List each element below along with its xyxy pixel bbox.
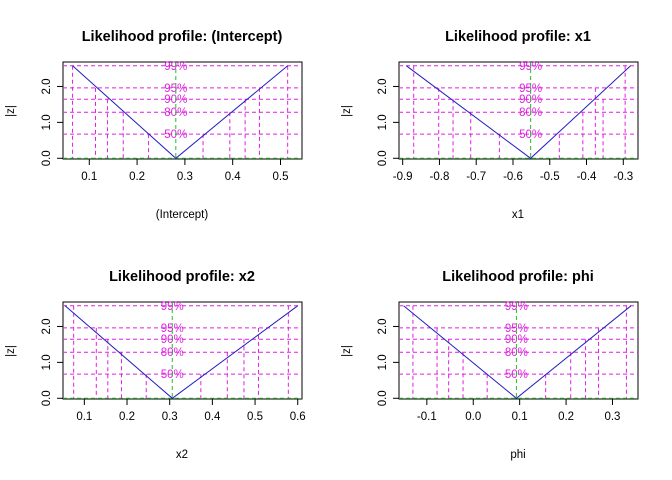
x-tick-label: 0.0: [465, 411, 481, 423]
level-label: 99%: [161, 301, 184, 313]
plot-frame: [62, 61, 303, 160]
x-tick-label: 0.1: [76, 411, 92, 423]
x-tick-label: 0.1: [81, 171, 97, 183]
x-tick-label: 0.5: [272, 171, 288, 183]
x-tick-label: 0.5: [247, 411, 263, 423]
x-tick-label: 0.4: [204, 411, 221, 423]
y-tick-label: 2.0: [377, 318, 389, 334]
y-tick-label: 0.0: [41, 390, 53, 406]
x-tick-label: -0.4: [577, 171, 597, 183]
x-tick-label: -0.6: [503, 171, 523, 183]
panel-title: Likelihood profile: (Intercept): [82, 29, 283, 45]
level-label: 95%: [164, 83, 187, 95]
profile-curve: [403, 305, 632, 399]
level-label: 99%: [505, 301, 528, 313]
y-tick-label: 2.0: [41, 318, 53, 334]
panel-title: Likelihood profile: phi: [442, 269, 593, 285]
x-axis-label: phi: [510, 449, 525, 461]
profile-curve: [406, 65, 631, 159]
plot-area: -0.1 0.0 0.1 0.2 0.30.01.02.099%95%90%80%50%: [377, 301, 639, 423]
x-tick-label: -0.3: [613, 171, 633, 183]
plot-area: -0.9 -0.8 -0.7 -0.6 -0.5 -0.4 -0.3 0.0 1.0 2.0 99%…: [377, 61, 639, 183]
panel-title: Likelihood profile: x2: [109, 269, 255, 285]
x-tick-label: 0.3: [604, 411, 620, 423]
panel-title: Likelihood profile: x1: [445, 29, 591, 45]
panel-phi: Likelihood profile: phi phi |z| -0.1 0.0 0…: [341, 269, 639, 461]
panel-x1: Likelihood profile: x1 x1 |z| -0.9 -0.8 -0…: [341, 29, 639, 221]
x-tick-label: 0.4: [225, 171, 242, 183]
y-tick-label: 1.0: [41, 114, 53, 130]
x-axis-label: x1: [512, 209, 524, 221]
x-tick-label: -0.8: [430, 171, 450, 183]
x-tick-label: 0.1: [512, 411, 528, 423]
y-tick-label: 1.0: [377, 114, 389, 130]
y-axis-label: |z|: [341, 105, 353, 117]
panel-intercept: Likelihood profile: (Intercept) (Interce…: [5, 29, 303, 221]
x-axis-label: x2: [176, 449, 188, 461]
plot-frame: [398, 61, 639, 160]
y-tick-label: 0.0: [377, 150, 389, 166]
plot-frame: [62, 301, 303, 400]
level-label: 99%: [164, 61, 187, 73]
y-tick-label: 1.0: [41, 354, 53, 370]
level-label: 95%: [505, 323, 528, 335]
panel-x2: Likelihood profile: x2 x2 |z| 0.1 0.2 0.3 0…: [5, 269, 306, 461]
x-tick-label: 0.2: [558, 411, 574, 423]
profile-curve: [64, 305, 298, 399]
x-tick-label: 0.3: [177, 171, 193, 183]
x-tick-label: -0.1: [417, 411, 437, 423]
y-axis-label: |z|: [5, 345, 17, 357]
y-tick-label: 2.0: [377, 78, 389, 94]
x-tick-label: -0.7: [466, 171, 486, 183]
y-tick-label: 0.0: [377, 390, 389, 406]
x-axis-label: (Intercept): [156, 209, 209, 221]
level-label: 95%: [161, 323, 184, 335]
y-axis-label: |z|: [5, 105, 17, 117]
x-tick-label: 0.6: [290, 411, 306, 423]
x-tick-label: 0.2: [119, 411, 135, 423]
y-tick-label: 1.0: [377, 354, 389, 370]
y-tick-label: 0.0: [41, 150, 53, 166]
plot-area: 0.1 0.2 0.3 0.4 0.5 0.60.01.02.099%95%90%80%5…: [41, 301, 306, 423]
x-tick-label: 0.3: [162, 411, 178, 423]
profile-curve: [72, 65, 289, 159]
level-label: 95%: [519, 83, 542, 95]
plot-area: 0.1 0.2 0.3 0.4 0.50.01.02.099%95%90%80%50%: [41, 61, 303, 183]
x-tick-label: 0.2: [129, 171, 145, 183]
x-tick-label: -0.9: [393, 171, 413, 183]
x-tick-label: -0.5: [540, 171, 560, 183]
level-label: 99%: [519, 61, 542, 73]
plot-frame: [398, 301, 639, 400]
y-axis-label: |z|: [341, 345, 353, 357]
y-tick-label: 2.0: [41, 78, 53, 94]
